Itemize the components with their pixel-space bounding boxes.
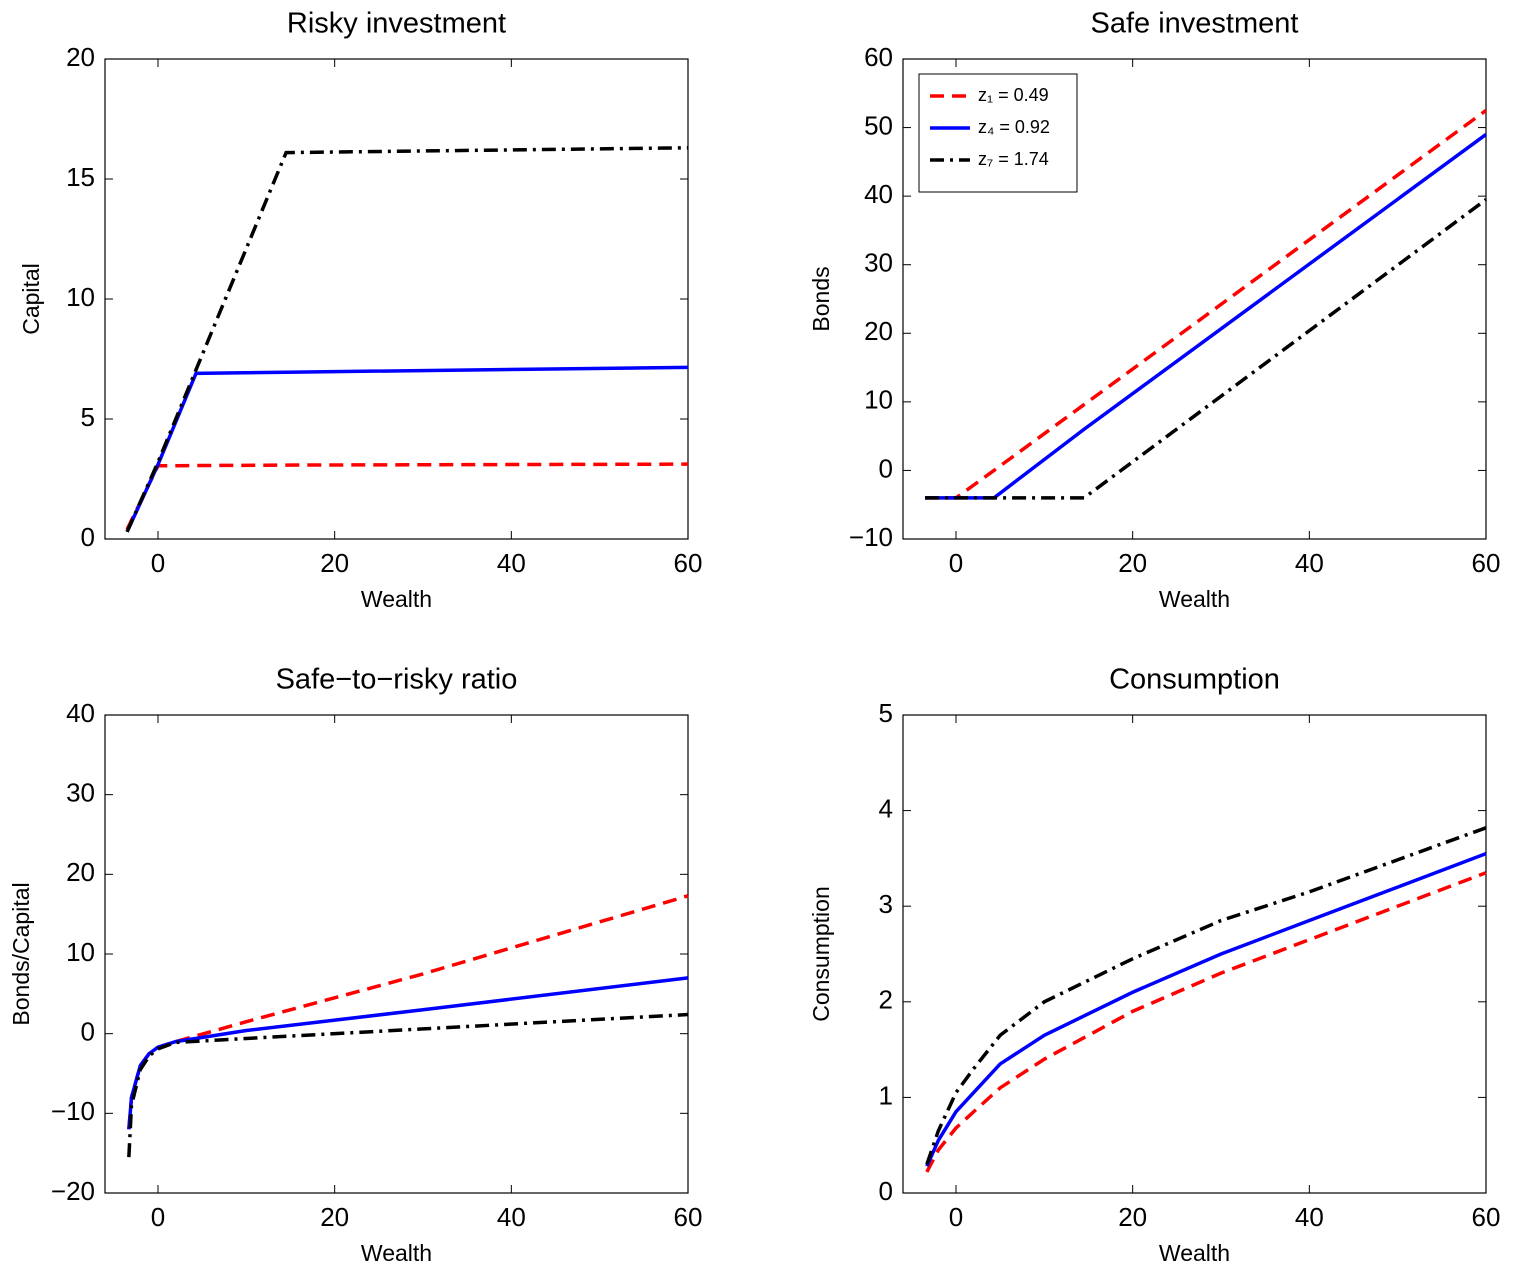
plot-area <box>902 714 1487 1194</box>
x-tick-label: 60 <box>674 1202 703 1232</box>
series-line <box>925 826 1487 1165</box>
y-tick-label: 0 <box>81 522 95 552</box>
y-tick-label: 20 <box>864 316 893 346</box>
series-line <box>925 851 1487 1167</box>
x-tick-label: 0 <box>949 1202 963 1232</box>
y-tick-label: 20 <box>66 857 95 887</box>
x-tick-label: 60 <box>1472 1202 1501 1232</box>
x-tick-label: 0 <box>949 548 963 578</box>
y-tick-label: 0 <box>879 453 893 483</box>
y-tick-label: 0 <box>879 1176 893 1206</box>
x-axis-label: Wealth <box>1159 586 1230 612</box>
y-tick-label: 10 <box>864 385 893 415</box>
x-tick-label: 20 <box>1118 548 1147 578</box>
legend-label: z₇ = 1.74 <box>978 149 1049 169</box>
y-axis-label: Consumption <box>808 886 834 1022</box>
y-axis-label: Bonds/Capital <box>8 882 34 1025</box>
y-tick-label: 40 <box>864 179 893 209</box>
x-tick-label: 20 <box>1118 1202 1147 1232</box>
series-line <box>925 871 1487 1173</box>
y-tick-label: 40 <box>66 698 95 728</box>
series-line <box>125 146 689 533</box>
x-tick-label: 40 <box>1295 1202 1324 1232</box>
x-tick-label: 20 <box>320 1202 349 1232</box>
y-tick-label: 5 <box>81 402 95 432</box>
y-tick-label: 30 <box>864 248 893 278</box>
plot-area <box>104 58 689 540</box>
y-tick-label: 60 <box>864 42 893 72</box>
chart-title: Risky investment <box>287 8 506 40</box>
y-tick-label: 4 <box>879 793 893 823</box>
y-tick-label: −20 <box>51 1176 95 1206</box>
y-tick-label: −10 <box>51 1096 95 1126</box>
y-tick-label: 2 <box>879 985 893 1015</box>
y-tick-label: 15 <box>66 162 95 192</box>
y-tick-label: 50 <box>864 110 893 140</box>
y-tick-label: −10 <box>849 522 893 552</box>
y-tick-label: 3 <box>879 889 893 919</box>
x-axis-label: Wealth <box>361 586 432 612</box>
plot-area <box>104 714 689 1194</box>
legend-label: z₁ = 0.49 <box>978 85 1049 105</box>
x-tick-label: 40 <box>497 548 526 578</box>
legend-label: z₄ = 0.92 <box>978 117 1050 137</box>
chart-title: Safe investment <box>1091 8 1299 40</box>
x-tick-label: 40 <box>1295 548 1324 578</box>
x-tick-label: 60 <box>1472 548 1501 578</box>
y-tick-label: 30 <box>66 778 95 808</box>
y-tick-label: 10 <box>66 937 95 967</box>
x-tick-label: 40 <box>497 1202 526 1232</box>
x-tick-label: 60 <box>674 548 703 578</box>
chart-title: Safe−to−risky ratio <box>276 664 518 696</box>
legend-box <box>918 73 1078 193</box>
x-tick-label: 20 <box>320 548 349 578</box>
x-tick-label: 0 <box>151 1202 165 1232</box>
y-axis-label: Capital <box>18 263 44 335</box>
chart-title: Consumption <box>1109 664 1280 696</box>
y-tick-label: 1 <box>879 1080 893 1110</box>
x-axis-label: Wealth <box>1159 1240 1230 1266</box>
y-tick-label: 0 <box>81 1017 95 1047</box>
series-line <box>127 1012 689 1158</box>
series-line <box>925 109 1488 500</box>
series-line <box>925 198 1488 500</box>
y-tick-label: 5 <box>879 698 893 728</box>
y-axis-label: Bonds <box>808 266 834 331</box>
y-tick-label: 20 <box>66 42 95 72</box>
y-tick-label: 10 <box>66 282 95 312</box>
x-axis-label: Wealth <box>361 1240 432 1266</box>
x-tick-label: 0 <box>151 548 165 578</box>
